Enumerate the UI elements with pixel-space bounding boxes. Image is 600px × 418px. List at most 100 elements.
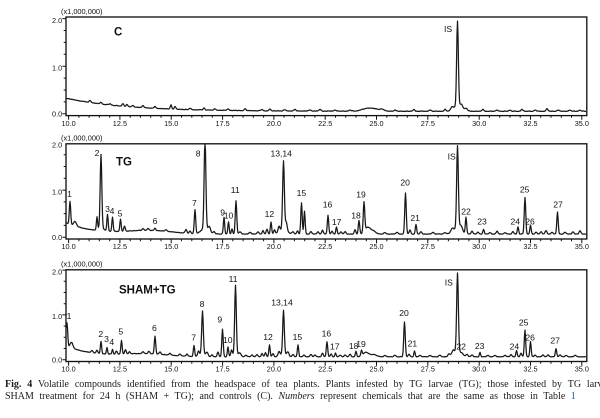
- svg-text:35.0: 35.0: [575, 119, 589, 128]
- svg-text:0.0: 0.0: [52, 233, 62, 242]
- svg-text:27.5: 27.5: [421, 242, 435, 251]
- svg-text:32.5: 32.5: [523, 365, 537, 374]
- svg-text:2: 2: [98, 329, 103, 339]
- svg-text:20.0: 20.0: [267, 242, 281, 251]
- svg-text:2: 2: [95, 148, 100, 158]
- svg-text:15.0: 15.0: [164, 365, 178, 374]
- svg-text:12.5: 12.5: [113, 119, 127, 128]
- svg-text:20.0: 20.0: [267, 365, 281, 374]
- svg-text:12.5: 12.5: [113, 365, 127, 374]
- svg-text:1: 1: [67, 311, 72, 321]
- svg-text:25.0: 25.0: [369, 242, 383, 251]
- svg-text:20: 20: [399, 308, 409, 318]
- svg-text:30.0: 30.0: [472, 365, 486, 374]
- svg-text:3: 3: [105, 204, 110, 214]
- svg-text:32.5: 32.5: [523, 119, 537, 128]
- svg-text:0.0: 0.0: [52, 355, 62, 364]
- svg-text:17.5: 17.5: [215, 242, 229, 251]
- svg-text:12: 12: [263, 332, 273, 342]
- svg-text:24: 24: [511, 217, 521, 227]
- svg-text:15.0: 15.0: [164, 242, 178, 251]
- svg-text:11: 11: [231, 185, 240, 195]
- svg-text:20: 20: [400, 177, 410, 187]
- svg-text:6: 6: [153, 216, 158, 226]
- svg-text:9: 9: [220, 208, 225, 218]
- svg-text:(x1,000,000): (x1,000,000): [61, 7, 103, 16]
- svg-text:SHAM+TG: SHAM+TG: [119, 285, 176, 297]
- svg-text:13,14: 13,14: [270, 149, 292, 159]
- svg-text:21: 21: [410, 213, 420, 223]
- svg-text:26: 26: [525, 217, 535, 227]
- svg-text:32.5: 32.5: [523, 242, 537, 251]
- svg-text:15.0: 15.0: [164, 119, 178, 128]
- svg-text:16: 16: [323, 200, 333, 210]
- svg-text:10: 10: [223, 335, 233, 345]
- svg-text:7: 7: [192, 198, 197, 208]
- svg-text:17.5: 17.5: [215, 119, 229, 128]
- svg-text:19: 19: [356, 339, 366, 349]
- svg-text:25: 25: [520, 185, 530, 195]
- svg-text:10.0: 10.0: [61, 365, 75, 374]
- svg-text:26: 26: [525, 333, 535, 343]
- svg-text:27.5: 27.5: [421, 365, 435, 374]
- svg-text:0.0: 0.0: [52, 109, 62, 118]
- svg-text:(x1,000,000): (x1,000,000): [61, 134, 103, 143]
- svg-text:8: 8: [196, 149, 201, 159]
- svg-text:18: 18: [351, 210, 361, 220]
- svg-text:5: 5: [118, 209, 123, 219]
- svg-text:6: 6: [152, 323, 157, 333]
- svg-text:22: 22: [461, 207, 471, 217]
- svg-text:10.0: 10.0: [61, 119, 75, 128]
- svg-text:35.0: 35.0: [575, 365, 589, 374]
- svg-text:1.0: 1.0: [52, 187, 62, 196]
- svg-text:22.5: 22.5: [318, 365, 332, 374]
- svg-text:1: 1: [67, 189, 72, 199]
- svg-text:16: 16: [322, 329, 332, 339]
- svg-text:22.5: 22.5: [318, 119, 332, 128]
- svg-text:15: 15: [297, 188, 307, 198]
- svg-text:1.0: 1.0: [52, 312, 62, 321]
- svg-text:5: 5: [118, 327, 123, 337]
- svg-text:23: 23: [475, 341, 485, 351]
- svg-text:17.5: 17.5: [215, 365, 229, 374]
- svg-text:7: 7: [191, 333, 196, 343]
- svg-text:10: 10: [224, 211, 234, 221]
- svg-text:25.0: 25.0: [369, 119, 383, 128]
- svg-text:12.5: 12.5: [113, 242, 127, 251]
- svg-text:19: 19: [356, 189, 366, 199]
- svg-text:1.0: 1.0: [52, 64, 62, 73]
- svg-text:20.0: 20.0: [267, 119, 281, 128]
- svg-text:22.5: 22.5: [318, 242, 332, 251]
- svg-text:30.0: 30.0: [472, 119, 486, 128]
- svg-text:8: 8: [200, 299, 205, 309]
- svg-text:12: 12: [265, 209, 275, 219]
- svg-text:22: 22: [456, 341, 466, 351]
- svg-text:2.0: 2.0: [52, 267, 62, 276]
- svg-text:30.0: 30.0: [472, 242, 486, 251]
- svg-text:23: 23: [477, 217, 487, 227]
- svg-text:35.0: 35.0: [575, 242, 589, 251]
- svg-text:4: 4: [109, 337, 114, 347]
- svg-text:(x1,000,000): (x1,000,000): [61, 260, 103, 269]
- svg-text:IS: IS: [448, 151, 456, 161]
- svg-text:13,14: 13,14: [271, 298, 293, 308]
- svg-text:17: 17: [330, 342, 340, 352]
- svg-text:2.0: 2.0: [52, 140, 62, 149]
- svg-text:IS: IS: [445, 277, 453, 287]
- svg-text:3: 3: [104, 334, 109, 344]
- svg-text:27: 27: [550, 336, 560, 346]
- svg-text:9: 9: [217, 315, 222, 325]
- svg-text:27: 27: [553, 199, 563, 209]
- svg-text:24: 24: [510, 342, 520, 352]
- svg-text:21: 21: [408, 339, 418, 349]
- svg-text:2.0: 2.0: [52, 16, 62, 25]
- svg-text:15: 15: [293, 332, 303, 342]
- svg-text:17: 17: [332, 217, 342, 227]
- svg-text:11: 11: [229, 274, 238, 284]
- svg-text:IS: IS: [444, 24, 452, 34]
- svg-text:25: 25: [519, 317, 529, 327]
- svg-text:TG: TG: [116, 157, 132, 169]
- svg-text:C: C: [114, 27, 122, 39]
- svg-text:27.5: 27.5: [421, 119, 435, 128]
- svg-text:10.0: 10.0: [61, 242, 75, 251]
